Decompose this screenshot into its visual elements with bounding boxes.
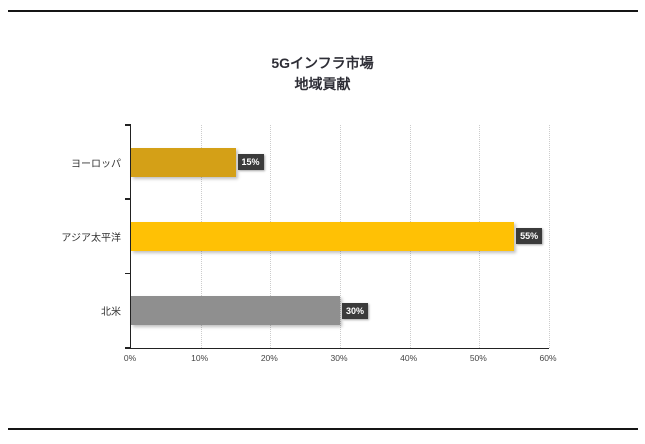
- x-axis-label: 10%: [191, 353, 209, 363]
- bar-row: 55%: [131, 199, 549, 273]
- bar-row: 30%: [131, 274, 549, 348]
- gridline: [549, 125, 550, 348]
- bar-3: [131, 296, 340, 326]
- x-axis-label: 30%: [330, 353, 348, 363]
- x-axis-label: 60%: [539, 353, 557, 363]
- category-label: 北米: [101, 307, 121, 319]
- top-border-line: [8, 10, 638, 12]
- category-label: アジア太平洋: [61, 232, 121, 244]
- x-axis-labels: 0% 10% 20% 30% 40% 50% 60%: [124, 353, 557, 367]
- bottom-border-line: [8, 428, 638, 430]
- chart: ヨーロッパアジア太平洋北米 15% 55% 30%: [0, 124, 550, 349]
- y-axis-tick: [125, 347, 131, 349]
- category-label: ヨーロッパ: [71, 158, 121, 170]
- plot-area: 15% 55% 30%: [125, 124, 550, 349]
- bar-1: [131, 147, 236, 177]
- y-axis-tick: [125, 124, 131, 126]
- x-axis-label: 50%: [469, 353, 487, 363]
- bar-row: 15%: [131, 125, 549, 199]
- x-axis-label: 0%: [123, 353, 137, 363]
- value-label: 55%: [516, 228, 543, 245]
- value-label: 15%: [237, 154, 264, 171]
- x-axis-label: 40%: [400, 353, 418, 363]
- y-axis-tick: [125, 272, 131, 275]
- chart-title-line2: 地域貢献: [294, 76, 351, 92]
- y-axis-labels: ヨーロッパアジア太平洋北米: [0, 125, 130, 348]
- y-axis-tick: [125, 198, 131, 200]
- x-axis-label: 20%: [260, 353, 278, 363]
- chart-title: 5Gインフラ市場 地域貢献: [0, 53, 645, 95]
- chart-title-line1: 5Gインフラ市場: [271, 55, 374, 71]
- value-label: 30%: [342, 302, 369, 319]
- bar-2: [131, 221, 515, 251]
